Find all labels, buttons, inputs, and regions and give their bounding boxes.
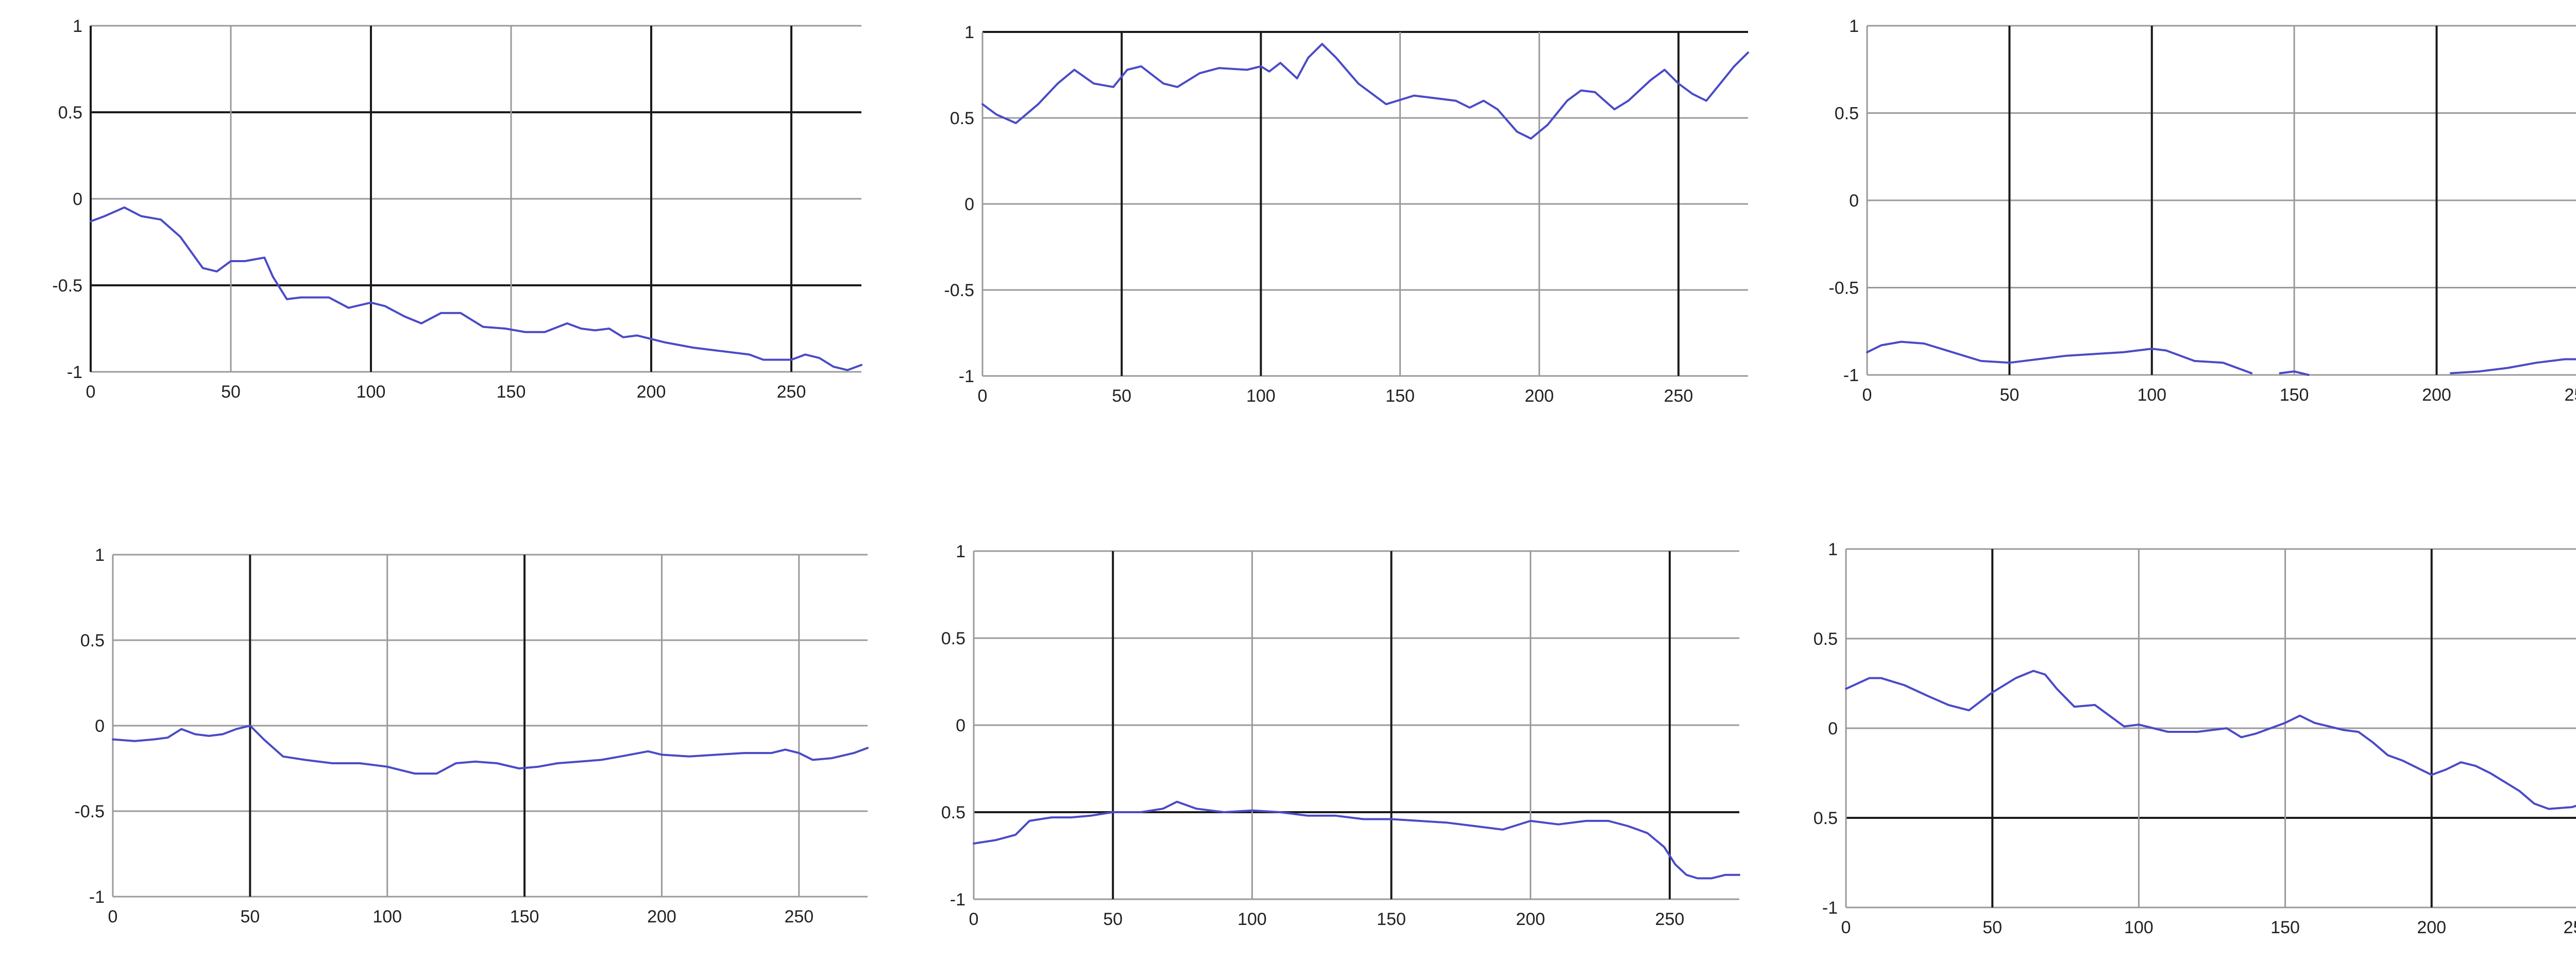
- x-tick-label: 100: [2124, 918, 2154, 937]
- series-line: [90, 206, 862, 371]
- y-tick-label: -0.5: [74, 802, 105, 821]
- chart-panel-4: 10.50-0.5-10 50 100 150 200 250: [74, 545, 869, 927]
- y-tick-label: 1: [1849, 16, 1859, 36]
- y-tick-label: 0: [1828, 719, 1838, 739]
- x-tick-label: 250: [777, 382, 806, 402]
- y-tick-label: -1: [67, 363, 82, 382]
- x-tick-label: 200: [2422, 385, 2451, 405]
- series-line: [2279, 370, 2310, 376]
- y-tick-label: 0.5: [941, 803, 965, 822]
- x-tick-label: 250: [2564, 918, 2576, 937]
- x-tick-label: 50: [1112, 386, 1131, 406]
- x-tick-label: 50: [1999, 385, 2019, 405]
- y-tick-label: 0.5: [80, 631, 105, 650]
- x-tick-label: 200: [1524, 386, 1554, 406]
- x-tick-label: 0: [969, 910, 979, 929]
- x-tick-label: 50: [1103, 910, 1123, 929]
- x-tick-label: 0: [86, 382, 96, 402]
- chart-panel-2: 10.50-0.5-10 50 100 150 200 250: [944, 23, 1749, 406]
- x-tick-label: 250: [1655, 910, 1685, 929]
- series-line: [1866, 340, 2253, 374]
- x-tick-label: 150: [1385, 386, 1415, 406]
- x-tick-label: 150: [2270, 918, 2300, 937]
- y-tick-label: 0.5: [950, 109, 974, 128]
- y-tick-label: -0.5: [1828, 279, 1859, 298]
- y-tick-label: 1: [956, 542, 965, 561]
- x-tick-label: 150: [1377, 910, 1406, 929]
- y-tick-label: 0.5: [58, 103, 82, 123]
- x-tick-label: 150: [510, 907, 539, 927]
- series-line: [112, 725, 869, 775]
- y-tick-label: -1: [950, 890, 965, 910]
- x-tick-label: 250: [784, 907, 814, 927]
- x-tick-label: 0: [108, 907, 118, 927]
- x-tick-label: 50: [1982, 918, 2002, 937]
- y-tick-label: -1: [89, 887, 105, 907]
- series-line: [2450, 358, 2576, 374]
- y-tick-label: 0.5: [1835, 104, 1859, 124]
- y-tick-label: 0: [964, 195, 974, 214]
- y-tick-label: 1: [73, 16, 82, 36]
- series-line: [973, 800, 1740, 880]
- y-tick-label: 1: [95, 545, 105, 565]
- x-tick-label: 100: [2137, 385, 2166, 405]
- x-tick-label: 100: [1246, 386, 1276, 406]
- y-tick-label: -1: [959, 367, 974, 386]
- y-tick-label: -0.5: [52, 276, 82, 296]
- x-tick-label: 250: [2564, 385, 2576, 405]
- series-line: [1845, 670, 2576, 810]
- y-tick-label: 0: [73, 190, 82, 209]
- x-tick-label: 0: [978, 386, 988, 406]
- y-tick-label: 0: [1849, 191, 1859, 211]
- y-tick-label: 0.5: [941, 629, 965, 648]
- chart-panel-1: 10.50-0.5-10 50 100 150 200 250: [52, 16, 862, 402]
- x-tick-label: 100: [357, 382, 386, 402]
- x-tick-label: 0: [1841, 918, 1851, 937]
- x-tick-label: 150: [497, 382, 526, 402]
- y-tick-label: -1: [1843, 366, 1859, 385]
- x-tick-label: 50: [221, 382, 241, 402]
- y-tick-label: 0: [956, 716, 965, 735]
- y-tick-label: 1: [1828, 540, 1838, 559]
- x-tick-label: 200: [1516, 910, 1545, 929]
- x-tick-label: 200: [647, 907, 676, 927]
- series-line: [981, 43, 1749, 140]
- y-tick-label: 0.5: [1814, 629, 1838, 649]
- x-tick-label: 50: [240, 907, 260, 927]
- x-tick-label: 0: [1862, 385, 1872, 405]
- y-tick-label: 0.5: [1814, 809, 1838, 828]
- x-tick-label: 150: [2280, 385, 2309, 405]
- y-tick-label: -0.5: [944, 281, 974, 300]
- chart-panel-5: 10.500.5-10 50 100 150 200 250: [941, 542, 1740, 929]
- y-tick-label: 1: [964, 23, 974, 42]
- x-tick-label: 100: [1238, 910, 1267, 929]
- x-tick-label: 200: [2417, 918, 2446, 937]
- y-tick-label: 0: [95, 716, 105, 736]
- x-tick-label: 200: [637, 382, 666, 402]
- x-tick-label: 100: [372, 907, 402, 927]
- x-tick-label: 250: [1664, 386, 1693, 406]
- y-tick-label: -1: [1822, 898, 1838, 918]
